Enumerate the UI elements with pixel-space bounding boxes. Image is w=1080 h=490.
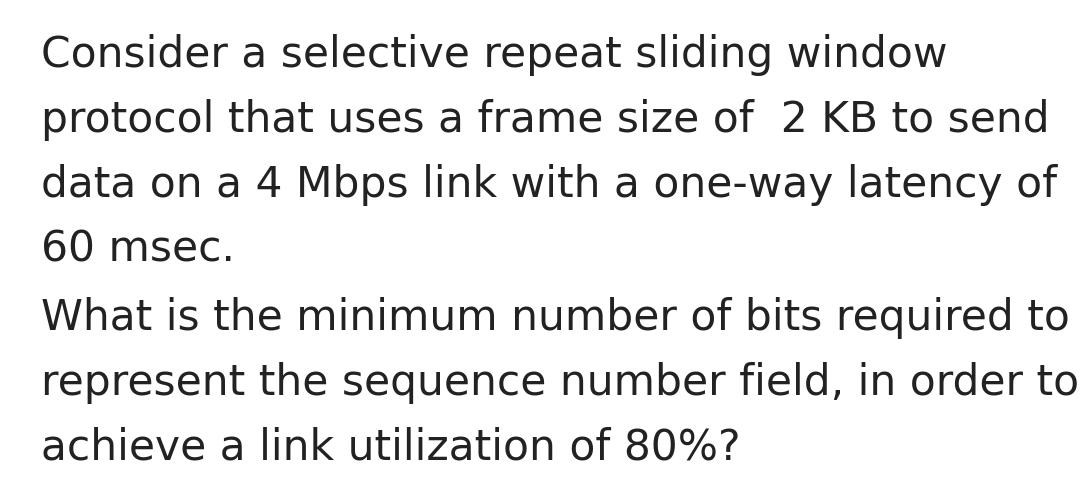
Text: 60 msec.: 60 msec.: [41, 228, 235, 270]
Text: achieve a link utilization of 80%?: achieve a link utilization of 80%?: [41, 426, 741, 468]
Text: protocol that uses a frame size of  2 KB to send: protocol that uses a frame size of 2 KB …: [41, 99, 1050, 141]
Text: Consider a selective repeat sliding window: Consider a selective repeat sliding wind…: [41, 34, 947, 76]
Text: What is the minimum number of bits required to: What is the minimum number of bits requi…: [41, 297, 1070, 339]
Text: represent the sequence number field, in order to: represent the sequence number field, in …: [41, 362, 1079, 404]
Text: data on a 4 Mbps link with a one-way latency of: data on a 4 Mbps link with a one-way lat…: [41, 164, 1057, 206]
